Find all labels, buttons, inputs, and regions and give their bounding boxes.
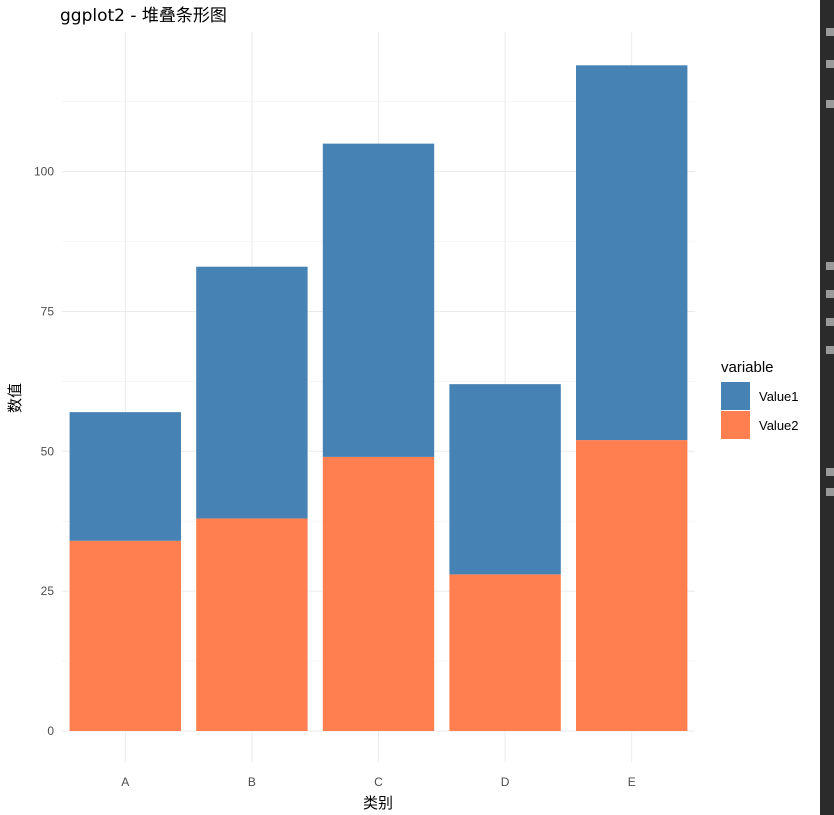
y-tick-label: 0 — [47, 724, 54, 738]
legend-items: Value1 Value2 — [721, 382, 799, 439]
legend: variable Value1 Value2 — [721, 359, 799, 439]
x-axis-ticks: A B C D E — [121, 775, 635, 789]
y-axis-title: 数值 — [6, 383, 24, 413]
bars-layer — [69, 65, 688, 731]
bar-E-Value1 — [575, 65, 688, 441]
bar-D-Value1 — [449, 384, 561, 575]
window-edge-mark — [826, 100, 834, 108]
chart-title: ggplot2 - 堆叠条形图 — [60, 6, 227, 26]
bar-B-Value1 — [196, 266, 308, 519]
window-edge-mark — [826, 468, 834, 476]
bar-B-Value2 — [196, 518, 308, 731]
y-tick-label: 50 — [41, 444, 55, 458]
y-tick-label: 25 — [41, 584, 55, 598]
bar-E-Value2 — [575, 440, 688, 731]
legend-swatch-Value2 — [721, 411, 750, 439]
y-tick-label: 100 — [34, 165, 54, 179]
x-axis-title: 类别 — [363, 794, 393, 812]
x-tick-label: D — [501, 775, 510, 789]
window-edge-mark — [826, 488, 834, 496]
window-edge-mark — [826, 290, 834, 298]
bar-A-Value2 — [69, 540, 182, 731]
window-edge-mark — [826, 346, 834, 354]
window-edge-mark — [826, 60, 834, 68]
y-axis-ticks: 0 25 50 75 100 — [34, 165, 54, 738]
y-tick-label: 75 — [41, 304, 55, 318]
window-edge-mark — [826, 28, 834, 36]
window-edge-mark — [826, 262, 834, 270]
window-edge-strip — [820, 0, 834, 815]
x-tick-label: A — [121, 775, 129, 789]
x-tick-label: E — [628, 775, 636, 789]
legend-label-Value2: Value2 — [759, 418, 799, 433]
legend-swatch-Value1 — [721, 382, 750, 410]
legend-label-Value1: Value1 — [759, 389, 799, 404]
window-edge-mark — [826, 318, 834, 326]
x-tick-label: C — [374, 775, 383, 789]
x-tick-label: B — [248, 775, 256, 789]
legend-title: variable — [721, 359, 774, 376]
bar-D-Value2 — [449, 574, 561, 731]
bar-A-Value1 — [69, 412, 182, 541]
bar-C-Value2 — [322, 456, 435, 731]
bar-C-Value1 — [322, 143, 435, 457]
